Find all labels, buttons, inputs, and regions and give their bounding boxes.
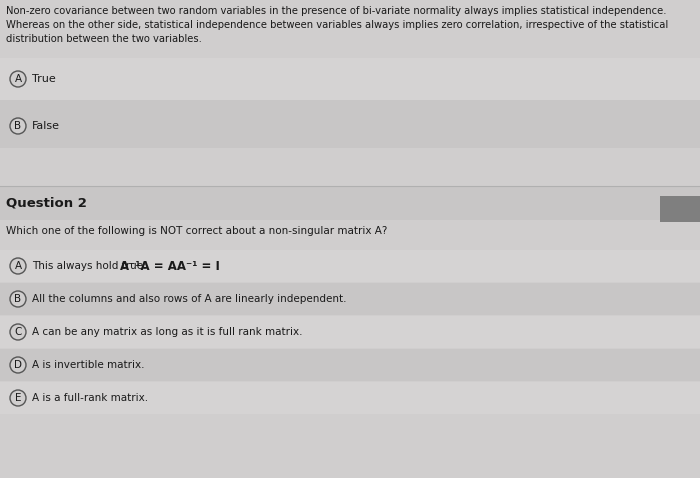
Circle shape <box>10 324 26 340</box>
FancyBboxPatch shape <box>660 196 700 222</box>
Text: E: E <box>15 393 21 403</box>
FancyBboxPatch shape <box>0 186 700 478</box>
Text: Which one of the following is NOT correct about a non-singular matrix A?: Which one of the following is NOT correc… <box>6 226 387 236</box>
Circle shape <box>10 118 26 134</box>
Text: A: A <box>15 74 22 84</box>
FancyBboxPatch shape <box>0 58 700 100</box>
Circle shape <box>10 357 26 373</box>
Text: A: A <box>15 261 22 271</box>
Text: A is invertible matrix.: A is invertible matrix. <box>32 360 144 370</box>
Circle shape <box>10 291 26 307</box>
Circle shape <box>10 258 26 274</box>
Text: Question 2: Question 2 <box>6 196 87 209</box>
Circle shape <box>10 71 26 87</box>
FancyBboxPatch shape <box>0 221 700 248</box>
FancyBboxPatch shape <box>0 186 700 220</box>
Text: A is a full-rank matrix.: A is a full-rank matrix. <box>32 393 148 403</box>
FancyBboxPatch shape <box>0 382 700 414</box>
FancyBboxPatch shape <box>0 0 700 58</box>
Text: B: B <box>15 121 22 131</box>
FancyBboxPatch shape <box>0 283 700 315</box>
Text: Non-zero covariance between two random variables in the presence of bi-variate n: Non-zero covariance between two random v… <box>6 6 666 16</box>
Text: This always hold true:: This always hold true: <box>32 261 153 271</box>
FancyBboxPatch shape <box>0 100 700 148</box>
Text: All the columns and also rows of A are linearly independent.: All the columns and also rows of A are l… <box>32 294 346 304</box>
Text: D: D <box>14 360 22 370</box>
Text: False: False <box>32 121 60 131</box>
Text: A⁻¹A = AA⁻¹ = I: A⁻¹A = AA⁻¹ = I <box>120 260 220 272</box>
Text: C: C <box>14 327 22 337</box>
Text: B: B <box>15 294 22 304</box>
Circle shape <box>10 390 26 406</box>
FancyBboxPatch shape <box>0 349 700 381</box>
Text: distribution between the two variables.: distribution between the two variables. <box>6 34 202 44</box>
Text: True: True <box>32 74 56 84</box>
FancyBboxPatch shape <box>0 316 700 348</box>
Text: Whereas on the other side, statistical independence between variables always imp: Whereas on the other side, statistical i… <box>6 20 668 30</box>
FancyBboxPatch shape <box>0 148 700 185</box>
Text: A can be any matrix as long as it is full rank matrix.: A can be any matrix as long as it is ful… <box>32 327 302 337</box>
FancyBboxPatch shape <box>0 250 700 282</box>
